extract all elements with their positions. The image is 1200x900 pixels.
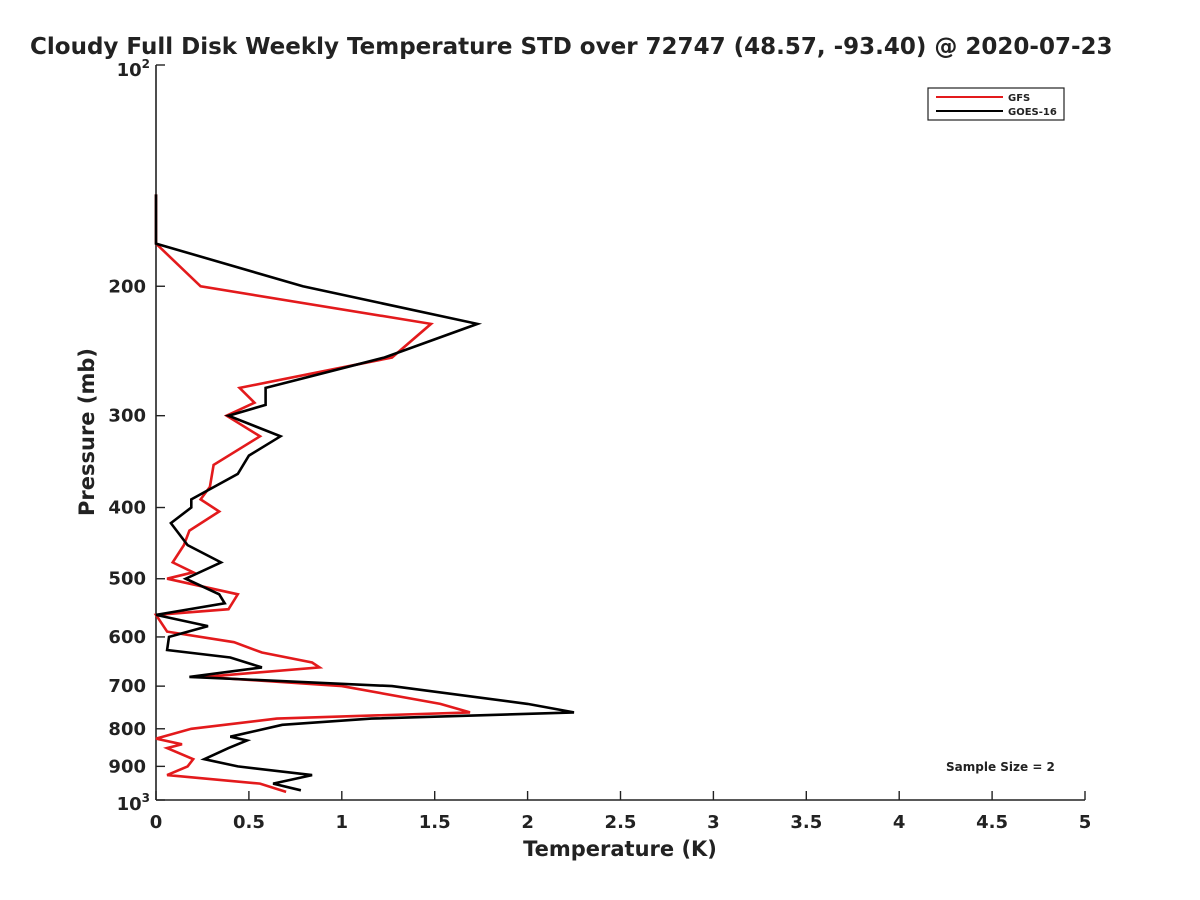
y-tick-label: 900 [108,756,146,777]
y-axis-label: Pressure (mb) [75,348,99,516]
x-tick-label: 0.5 [233,812,265,833]
y-bottom-tick-exponent: 3 [142,791,150,805]
x-tick-label: 1.5 [419,812,451,833]
y-tick-label: 400 [108,498,146,519]
y-tick-label: 800 [108,719,146,740]
chart-title: Cloudy Full Disk Weekly Temperature STD … [30,34,1113,60]
y-top-tick-exponent: 2 [142,57,150,71]
axes [155,65,1085,801]
sample-size-annotation: Sample Size = 2 [946,760,1055,774]
x-axis-label: Temperature (K) [523,837,717,861]
x-tick-label: 2 [521,812,534,833]
x-tick-label: 4 [893,812,906,833]
x-tick-label: 3 [707,812,720,833]
x-tick-label: 4.5 [976,812,1008,833]
series-line-goes-16 [154,194,575,792]
y-tick-label: 300 [108,406,146,427]
x-tick-label: 0 [150,812,163,833]
y-tick-label: 200 [108,276,146,297]
legend-box [927,87,1065,121]
x-ticks: 0 0.5 1 1.5 2 2.5 3 3.5 4 4.5 5 [150,791,1092,833]
y-tick-label: 500 [108,569,146,590]
legend: GFS GOES-16 [927,87,1065,121]
legend-label-goes: GOES-16 [1008,107,1057,118]
legend-label-gfs: GFS [1008,93,1030,104]
x-tick-label: 1 [336,812,349,833]
y-ticks: 102 103 200 300 400 500 600 700 800 900 [108,57,165,815]
y-bottom-tick-label: 103 [117,791,150,815]
x-tick-label: 2.5 [605,812,637,833]
series-line-gfs [153,194,471,794]
x-tick-label: 3.5 [790,812,822,833]
series-group [153,194,575,794]
y-tick-label: 700 [108,676,146,697]
y-top-tick-label: 102 [117,57,150,81]
x-tick-label: 5 [1079,812,1092,833]
y-tick-label: 600 [108,627,146,648]
